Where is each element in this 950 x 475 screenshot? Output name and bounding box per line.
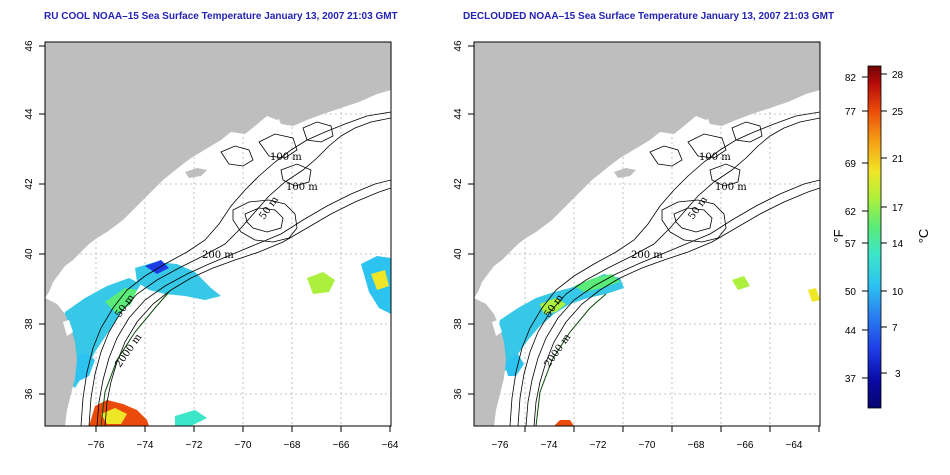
right-xtick-5: −66 (737, 440, 754, 451)
c-tick-4: 14 (892, 239, 904, 250)
c-tick-7: 3 (895, 369, 901, 380)
right-ytick-3: 42 (453, 178, 464, 190)
colorbar-gradient (867, 65, 882, 409)
right-contour-label-2: 100 m (715, 182, 747, 193)
colorbar: 82 77 69 62 57 50 44 37 28 25 21 17 14 1… (831, 65, 931, 409)
c-tick-5: 10 (892, 287, 904, 298)
left-ytick-1: 38 (24, 318, 35, 330)
f-tick-5: 50 (845, 287, 857, 298)
left-xtick-4: −68 (284, 440, 301, 451)
right-axis-ticks (468, 45, 820, 432)
c-tick-3: 17 (892, 203, 904, 214)
right-xtick-2: −72 (590, 440, 607, 451)
left-ytick-2: 40 (24, 248, 35, 260)
right-xtick-0: −76 (492, 440, 509, 451)
left-xtick-1: −74 (137, 440, 154, 451)
left-contour-label-4: 200 m (202, 250, 234, 261)
left-contour-label-2: 100 m (286, 182, 318, 193)
c-tick-6: 7 (892, 323, 898, 334)
colorbar-ticks (862, 73, 887, 379)
left-contour-label-1: 100 m (270, 152, 302, 163)
left-sst-data (61, 60, 391, 426)
left-map-content (45, 42, 391, 426)
f-tick-1: 77 (845, 107, 857, 118)
f-tick-2: 69 (845, 159, 857, 170)
celsius-unit: °C (916, 229, 931, 244)
left-map-title: RU COOL NOAA–15 Sea Surface Temperature … (44, 11, 398, 22)
right-map-content (474, 42, 820, 426)
f-tick-4: 57 (845, 239, 857, 250)
left-xtick-2: −72 (186, 440, 203, 451)
left-ytick-4: 44 (24, 108, 35, 120)
right-map-frame (473, 41, 821, 427)
right-ytick-5: 46 (453, 40, 464, 52)
left-xtick-0: −76 (88, 440, 105, 451)
right-ytick-0: 36 (453, 388, 464, 400)
left-xtick-3: −70 (235, 440, 252, 451)
left-ytick-0: 36 (24, 388, 35, 400)
right-contour-label-1: 100 m (699, 152, 731, 163)
f-tick-3: 62 (845, 207, 857, 218)
left-xtick-6: −64 (382, 440, 399, 451)
left-axis-ticks (39, 45, 391, 432)
right-map-title: DECLOUDED NOAA–15 Sea Surface Temperatur… (463, 11, 835, 22)
right-ytick-1: 38 (453, 318, 464, 330)
right-xtick-4: −68 (688, 440, 705, 451)
left-map-panel: 100 m 100 m 50 m 200 m 50 m 2000 m −76 −… (24, 40, 399, 451)
right-xtick-1: −74 (541, 440, 558, 451)
right-map-panel: 100 m 100 m 50 m 200 m 50 m 2000 m −76 −… (453, 40, 821, 451)
left-map-frame (44, 41, 392, 427)
fahrenheit-unit: °F (831, 229, 846, 242)
f-tick-0: 82 (845, 73, 857, 84)
right-ytick-4: 44 (453, 108, 464, 120)
right-contour-label-4: 200 m (631, 250, 663, 261)
c-tick-1: 25 (892, 107, 904, 118)
right-ytick-2: 40 (453, 248, 464, 260)
left-xtick-5: −66 (333, 440, 350, 451)
c-tick-0: 28 (892, 70, 904, 81)
right-xtick-3: −70 (639, 440, 656, 451)
left-ytick-5: 46 (24, 40, 35, 52)
left-ytick-3: 42 (24, 178, 35, 190)
right-xtick-6: −64 (786, 440, 803, 451)
f-tick-6: 44 (845, 326, 857, 337)
f-tick-7: 37 (845, 374, 857, 385)
c-tick-2: 21 (892, 154, 904, 165)
